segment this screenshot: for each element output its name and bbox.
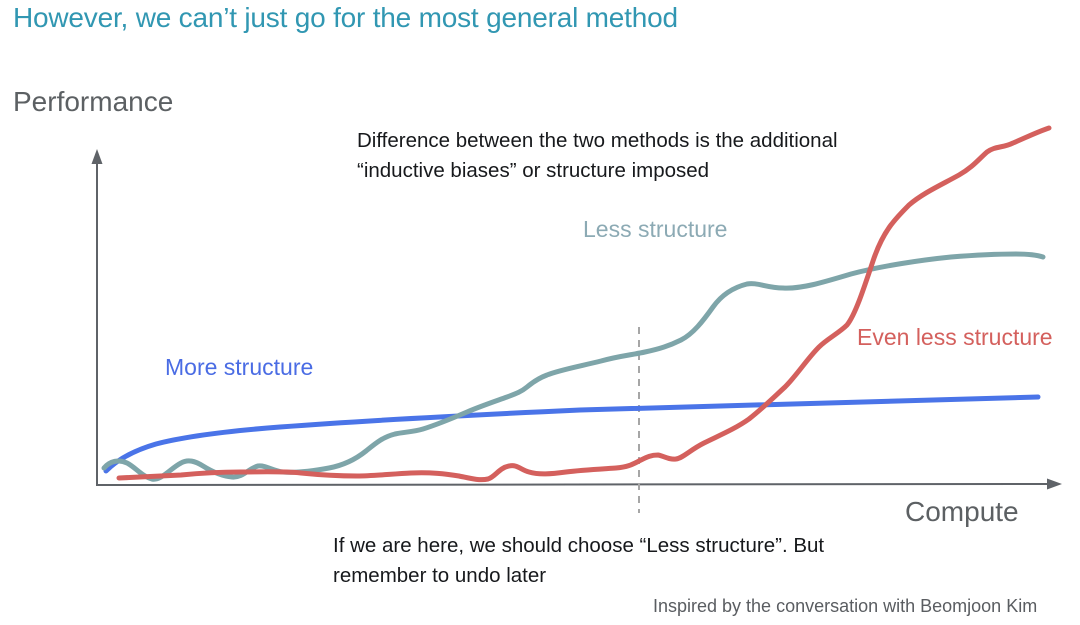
label-less-structure: Less structure [583, 216, 728, 242]
y-axis-arrowhead-icon [91, 149, 103, 164]
x-axis-label: Compute [905, 496, 1019, 527]
slide-title: However, we can’t just go for the most g… [13, 2, 678, 33]
label-even-less-structure: Even less structure [857, 324, 1053, 350]
bottom-annotation: If we are here, we should choose “Less s… [333, 531, 824, 591]
curve-even-less-structure [116, 125, 1052, 483]
curve-more-structure [103, 394, 1041, 474]
top-annotation-line1: Difference between the two methods is th… [357, 129, 838, 152]
x-axis-line [95, 483, 1049, 486]
top-annotation: Difference between the two methods is th… [357, 126, 838, 186]
bottom-annotation-line2: remember to undo later [333, 564, 547, 587]
y-axis-label: Performance [13, 86, 174, 117]
top-annotation-line2: “inductive biases” or structure imposed [357, 159, 710, 182]
bottom-annotation-line1: If we are here, we should choose “Less s… [333, 534, 825, 557]
x-axis-arrowhead-icon [1047, 478, 1062, 490]
credit-text: Inspired by the conversation with Beomjo… [653, 596, 1038, 616]
label-more-structure: More structure [165, 354, 314, 380]
curve-less-structure [101, 251, 1046, 482]
